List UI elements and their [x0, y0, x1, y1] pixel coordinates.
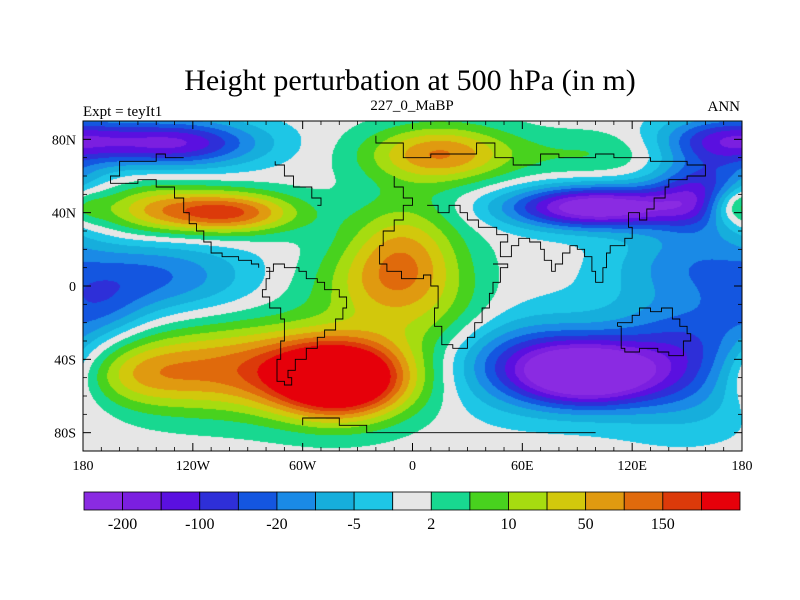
- colorbar-box: [315, 491, 355, 511]
- center-string: 227_0_MaBP: [370, 98, 453, 114]
- colorbar-label: -20: [266, 516, 287, 533]
- right-string: ANN: [708, 99, 741, 115]
- colorbar: -200 -100 -20 -5 2 10 50 150: [83, 491, 741, 533]
- colorbar-label: -100: [185, 516, 214, 533]
- colorbar-box: [237, 491, 278, 511]
- x-tick-label: 180: [732, 459, 753, 474]
- colorbar-box: [662, 491, 702, 511]
- colorbar-label: 2: [427, 516, 435, 533]
- colorbar-box: [199, 491, 239, 511]
- plot-area: [82, 120, 743, 452]
- colorbar-box: [392, 491, 432, 511]
- colorbar-box: [469, 491, 509, 511]
- x-tick-label: 0: [409, 459, 416, 474]
- colorbar-box: [122, 491, 162, 511]
- colorbar-label: 150: [651, 516, 675, 533]
- x-tick-label: 60W: [289, 459, 317, 474]
- colorbar-box: [585, 491, 625, 511]
- x-tick-label: 60E: [511, 459, 534, 474]
- coastline-5: [427, 153, 706, 283]
- y-tick-label: 40N: [52, 207, 76, 222]
- colorbar-box: [276, 491, 316, 511]
- colorbar-box: [353, 491, 394, 511]
- x-axis: 180 120W 60W 0 60E 120E 180: [73, 121, 753, 474]
- colorbar-label: -5: [347, 516, 360, 533]
- y-axis: 80N 40N 0 40S 80S: [52, 120, 742, 452]
- coastline-4: [302, 417, 596, 434]
- colorbar-box: [430, 491, 471, 511]
- coastline-3: [261, 263, 348, 386]
- x-tick-label: 120E: [617, 459, 647, 474]
- y-tick-label: 0: [69, 280, 76, 295]
- x-tick-label: 120W: [176, 459, 211, 474]
- y-tick-label: 80N: [52, 133, 76, 148]
- colorbar-label: 50: [578, 516, 594, 533]
- left-string: Expt = teyIt1: [83, 104, 162, 120]
- y-tick-label: 40S: [54, 353, 76, 368]
- colorbar-box: [623, 491, 664, 511]
- colorbar-box: [546, 491, 587, 511]
- y-tick-label: 80S: [54, 427, 76, 442]
- x-tick-label: 180: [73, 459, 94, 474]
- coastlines: [110, 135, 706, 434]
- colorbar-box: [508, 491, 548, 511]
- coastline-6: [617, 307, 692, 357]
- colorbar-label: 10: [501, 516, 517, 533]
- colorbar-box: [160, 491, 201, 511]
- coastline-0: [375, 135, 523, 166]
- coastline-1: [274, 161, 322, 206]
- colorbar-box: [83, 491, 123, 511]
- chart-title: Height perturbation at 500 hPa (in m): [184, 64, 636, 97]
- coastline-2: [379, 176, 509, 349]
- coastline-7: [110, 153, 260, 268]
- field-raster: [83, 121, 742, 451]
- colorbar-label: -200: [108, 516, 137, 533]
- colorbar-box: [701, 491, 741, 511]
